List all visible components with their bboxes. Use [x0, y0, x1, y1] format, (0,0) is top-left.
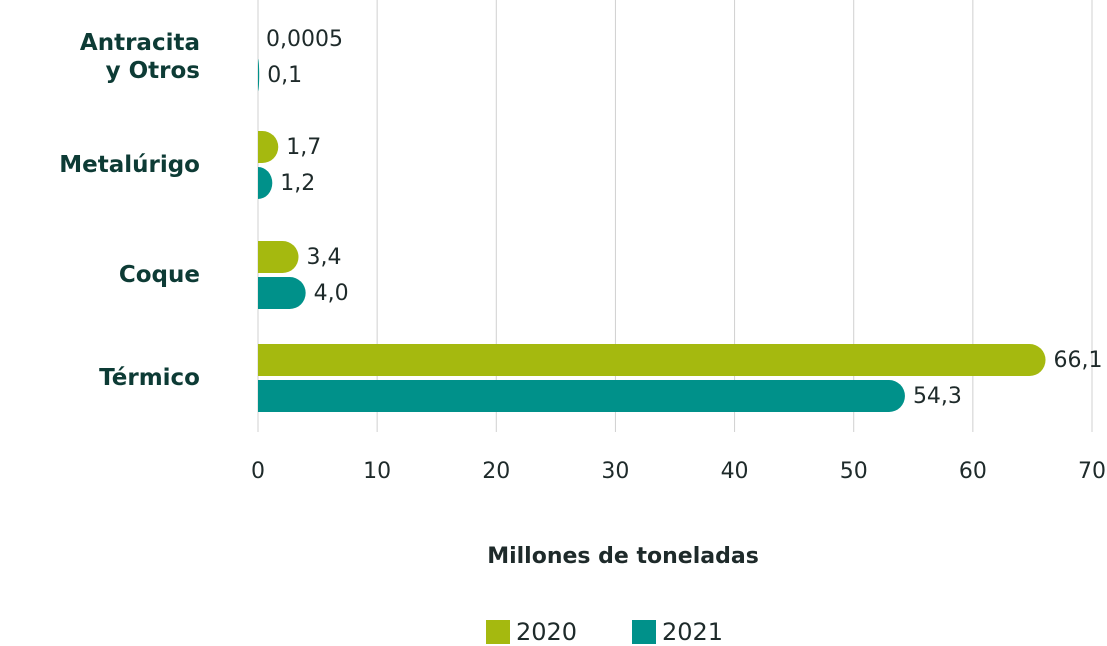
value-label: 4,0 — [314, 281, 349, 306]
x-tick-label: 0 — [251, 459, 265, 484]
y-tick-label: Metalúrigo — [59, 152, 200, 178]
x-tick-label: 60 — [959, 459, 987, 484]
y-tick-label: Antracita y Otros — [79, 30, 200, 84]
bar — [258, 59, 260, 91]
bar — [258, 344, 1046, 376]
x-tick-label: 30 — [601, 459, 629, 484]
x-tick-label: 10 — [363, 459, 391, 484]
x-tick-label: 70 — [1078, 459, 1106, 484]
x-tick-label: 40 — [721, 459, 749, 484]
legend-label: 2020 — [516, 618, 577, 646]
legend-label: 2021 — [662, 618, 723, 646]
x-axis-label: Millones de toneladas — [487, 544, 759, 569]
value-label: 54,3 — [913, 384, 962, 409]
value-label: 0,0005 — [266, 27, 343, 52]
bar — [258, 241, 299, 273]
value-label: 0,1 — [267, 63, 302, 88]
bar — [258, 167, 273, 199]
x-tick-label: 50 — [840, 459, 868, 484]
bar — [258, 131, 279, 163]
value-label: 1,7 — [286, 135, 321, 160]
value-label: 1,2 — [280, 171, 315, 196]
bar — [258, 277, 306, 309]
value-label: 3,4 — [307, 245, 342, 270]
bar — [258, 380, 905, 412]
x-tick-label: 20 — [482, 459, 510, 484]
legend-swatch — [486, 620, 510, 644]
value-label: 66,1 — [1054, 348, 1103, 373]
y-tick-label: Térmico — [99, 365, 200, 391]
y-tick-label: Coque — [118, 262, 200, 288]
legend-swatch — [632, 620, 656, 644]
